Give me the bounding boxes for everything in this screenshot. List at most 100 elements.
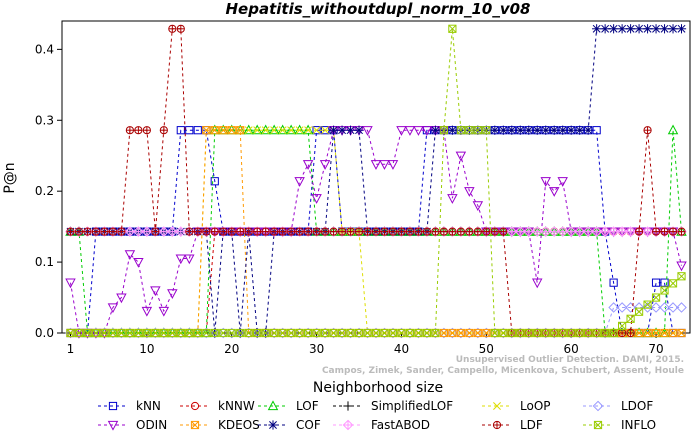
data-point-cof [668,24,678,34]
data-point-cof [345,125,356,135]
data-point-knn [609,278,618,287]
legend-label: KDEOS [218,418,260,432]
data-point-inflo [677,272,686,281]
data-point-ldof [167,327,178,339]
data-point-ldf [91,227,101,236]
data-point-cof [600,24,610,34]
data-point-ldf [185,227,194,236]
data-point-inflo [550,328,559,338]
data-point-ldf [193,227,202,236]
data-point-inflo [592,328,601,338]
data-point-ldf [168,24,177,33]
data-point-loop [295,126,304,135]
data-point-ldf [371,227,381,236]
legend-item-ldf: LDF [482,418,543,432]
data-point-ldof [438,327,450,339]
data-point-fastabod [616,226,628,237]
data-point-fastabod [124,226,136,237]
data-point-ldof [362,327,373,339]
data-point-kdeos [677,328,686,338]
data-point-ldf [151,227,160,236]
data-point-inflo [626,314,635,323]
legend-marker [267,400,279,411]
data-point-inflo [261,328,270,338]
legend-label: ODIN [136,418,167,432]
series-line-ldf [70,28,682,334]
data-point-ldof [379,327,390,339]
citation-reference: Unsupervised Outlier Detection. DAMI, 20… [456,355,684,365]
data-point-ldf [278,227,287,236]
series-inflo [66,24,686,338]
legend-item-ldof: LDOF [583,399,653,413]
x-axis-label: Neighborhood size [313,380,443,396]
data-point-ldof [497,327,509,339]
data-point-odin [404,126,416,136]
data-point-kdeos [473,328,482,338]
legend-label: LoOP [520,399,551,413]
data-point-ldof [124,327,136,339]
data-point-ldf [253,227,262,236]
data-point-ldf [397,227,406,236]
data-point-ldf [677,227,686,236]
data-point-odin [311,194,322,204]
data-point-inflo [210,328,219,338]
data-point-kdeos [210,126,219,135]
data-point-inflo [499,328,508,338]
data-point-odin [379,160,390,170]
data-point-ldof [353,327,365,339]
data-point-knn [651,278,661,287]
data-point-lof [667,124,679,135]
data-point-inflo [456,126,465,135]
data-point-odin [175,254,187,265]
data-point-ldf [634,227,644,236]
legend-item-lof: LOF [258,399,319,413]
data-point-ldof [116,327,127,339]
data-point-ldf [346,227,355,236]
data-point-cof [430,125,441,135]
data-point-loop [304,126,313,135]
data-point-inflo [541,328,550,338]
data-point-cof [447,125,457,135]
y-tick-label: 0.4 [35,42,54,56]
data-point-odin [455,151,467,162]
data-point-fastabod [548,226,560,237]
data-point-inflo [354,328,364,338]
y-tick-label: 0.1 [35,255,54,269]
data-point-ldf [439,227,448,236]
legend-item-knnw: kNNW [180,399,255,413]
data-point-ldof [183,327,195,339]
data-point-inflo [634,307,644,316]
data-point-knn [193,126,202,135]
x-tick-label: 70 [648,342,663,356]
data-point-inflo [618,321,627,331]
data-point-ldof [150,327,161,339]
data-point-inflo [584,328,593,338]
data-point-ldof [268,327,280,339]
data-point-cof [676,24,687,34]
data-point-fastabod [599,226,611,237]
data-point-fastabod [565,226,577,237]
data-point-odin [396,126,407,136]
data-point-ldf [108,227,118,236]
data-point-fastabod [514,226,526,237]
data-point-inflo [185,328,194,338]
chart-title: Hepatitis_withoutdupl_norm_10_v08 [226,0,531,18]
citation-authors: Campos, Zimek, Sander, Campello, Micenko… [322,366,684,376]
data-point-inflo [473,126,482,135]
data-point-inflo [388,328,398,338]
data-point-inflo [651,293,661,302]
legend-marker [592,400,604,412]
series-ldf [66,24,686,338]
data-point-cof [625,24,636,34]
data-point-inflo [329,328,338,338]
data-point-ldof [667,302,679,313]
data-point-odin [133,257,144,268]
data-point-ldf [431,227,440,236]
data-point-kdeos [668,328,678,338]
data-point-kdeos [219,126,228,135]
legend-marker [190,420,200,430]
data-point-ldof [616,302,628,313]
data-point-inflo [465,126,474,135]
data-point-fastabod [582,226,594,237]
